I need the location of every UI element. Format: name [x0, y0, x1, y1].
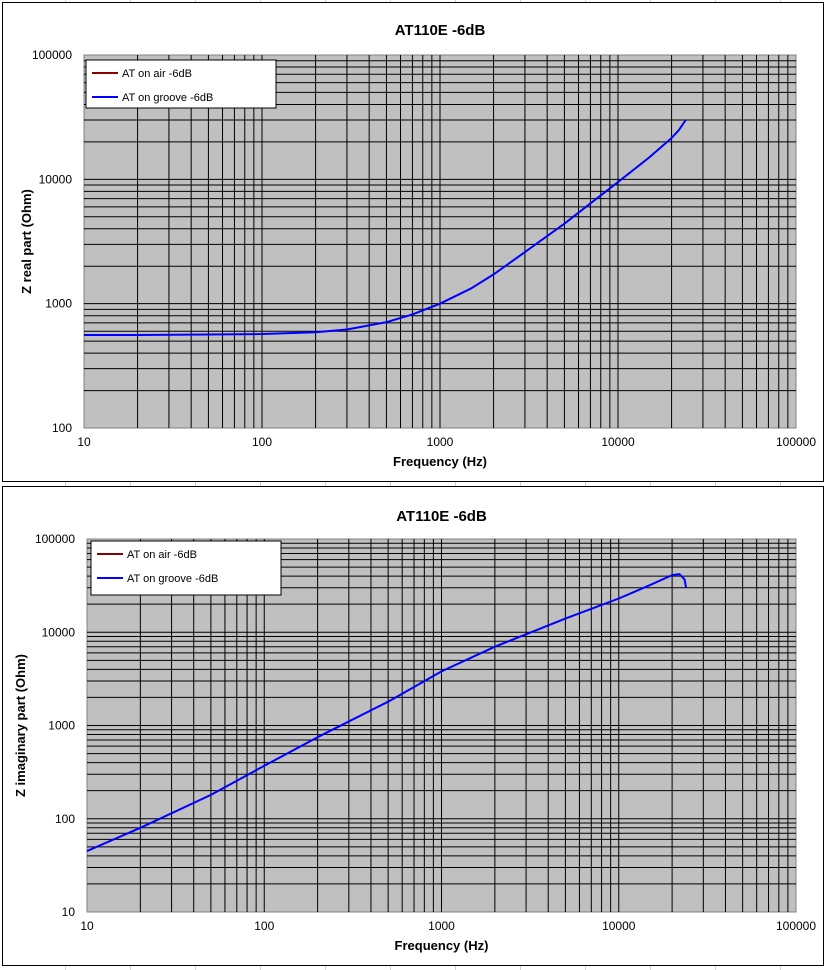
x-tick-label: 1000: [428, 919, 455, 933]
x-tick-label: 100: [254, 919, 274, 933]
legend-label: AT on groove -6dB: [127, 573, 218, 585]
y-tick-label: 10: [62, 905, 76, 919]
chart-imaginary-svg: AT110E -6dB 10 100 1000 10000 100000 10 100 1000…: [13, 508, 816, 953]
y-tick-label: 10000: [39, 172, 73, 186]
gridlines: [84, 55, 796, 428]
chart-title: AT110E -6dB: [395, 22, 486, 39]
chart-real-part[interactable]: AT110E -6dB 10 100 1000 10000 100000 100 1000 10…: [2, 2, 824, 482]
x-tick-label: 100: [252, 435, 272, 449]
x-tick-label: 100000: [776, 919, 816, 933]
y-tick-label: 100: [52, 421, 72, 435]
legend-label: AT on air -6dB: [122, 68, 192, 80]
x-tick-label: 100000: [776, 435, 816, 449]
y-tick-label: 100000: [35, 532, 75, 546]
y-tick-label: 1000: [48, 719, 75, 733]
y-axis-label: Z imaginary part (Ohm): [13, 654, 28, 797]
x-tick-label: 1000: [427, 435, 454, 449]
x-axis-label: Frequency (Hz): [393, 454, 487, 469]
series-line-1: [84, 119, 687, 336]
chart-imaginary-part[interactable]: AT110E -6dB 10 100 1000 10000 100000 10 100 1000…: [2, 486, 824, 966]
chart-title: AT110E -6dB: [396, 508, 487, 525]
legend: AT on air -6dB AT on groove -6dB: [85, 59, 277, 109]
x-tick-label: 10: [80, 919, 94, 933]
legend: AT on air -6dB AT on groove -6dB: [90, 540, 282, 596]
legend-label: AT on air -6dB: [127, 549, 197, 561]
x-tick-label: 10000: [602, 919, 636, 933]
y-tick-label: 100000: [32, 48, 72, 62]
y-tick-label: 1000: [45, 297, 72, 311]
legend-box: [90, 540, 282, 596]
y-tick-label: 10000: [42, 625, 76, 639]
series-line-1: [86, 573, 688, 853]
legend-box: [85, 59, 277, 109]
chart-real-svg: AT110E -6dB 10 100 1000 10000 100000 100 1000 10…: [19, 22, 816, 469]
x-tick-label: 10: [77, 435, 91, 449]
gridlines: [87, 539, 796, 912]
y-tick-label: 100: [55, 812, 75, 826]
legend-label: AT on groove -6dB: [122, 92, 213, 104]
x-axis-label: Frequency (Hz): [395, 938, 489, 953]
x-tick-label: 10000: [601, 435, 635, 449]
y-axis-label: Z real part (Ohm): [19, 189, 34, 294]
